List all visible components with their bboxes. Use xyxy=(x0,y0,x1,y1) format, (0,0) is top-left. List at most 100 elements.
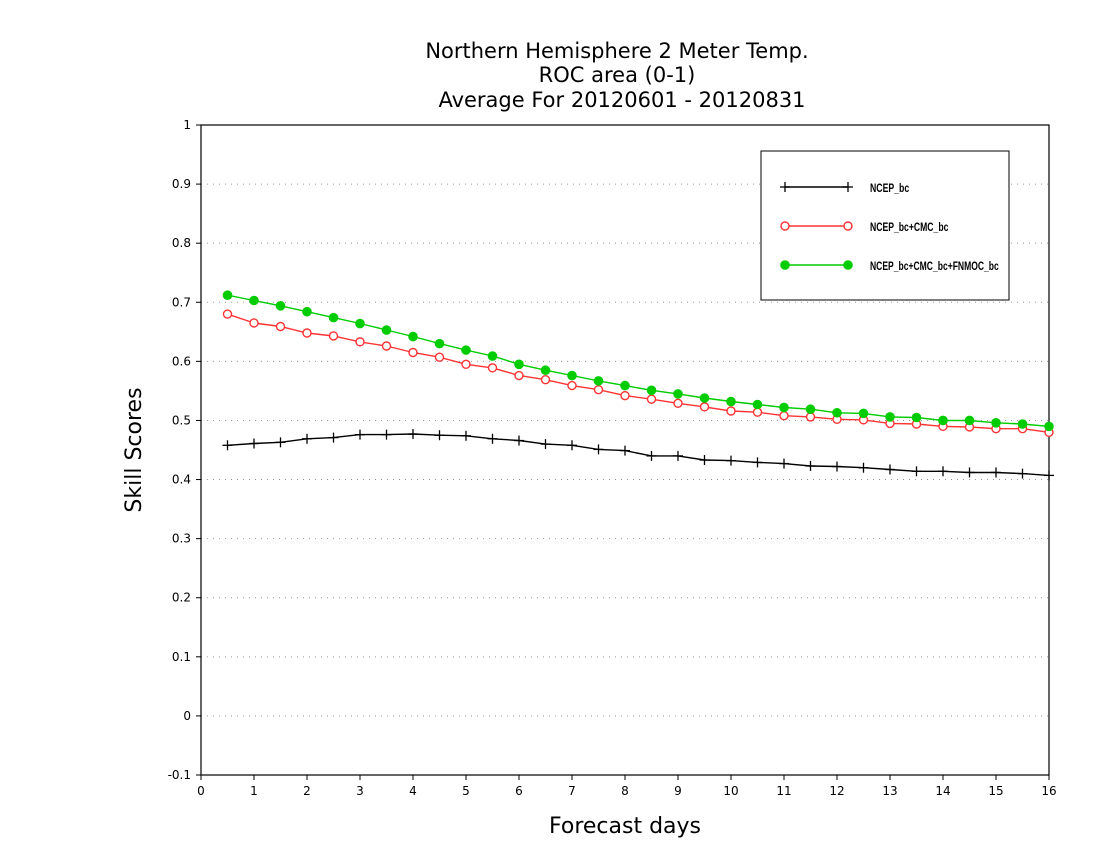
series-2 xyxy=(222,290,1054,432)
y-tick-label: 0 xyxy=(183,709,191,723)
x-tick-label: 8 xyxy=(621,784,629,798)
data-point xyxy=(673,398,683,409)
data-point xyxy=(1044,421,1054,432)
data-point xyxy=(991,418,1001,428)
data-point xyxy=(646,450,657,461)
data-point xyxy=(726,396,736,407)
data-point xyxy=(302,328,312,338)
data-point xyxy=(805,412,816,422)
data-point xyxy=(780,182,790,192)
data-point xyxy=(567,440,577,451)
data-point xyxy=(461,359,471,370)
y-tick-label: 0.4 xyxy=(172,473,191,487)
title-line-2: ROC area (0-1) xyxy=(539,63,696,87)
series-line xyxy=(227,294,1050,428)
data-point xyxy=(964,415,975,426)
data-point xyxy=(540,439,551,450)
x-tick-label: 6 xyxy=(515,784,523,798)
data-point xyxy=(514,435,524,446)
data-point xyxy=(275,437,286,448)
data-point xyxy=(408,429,418,440)
data-point xyxy=(540,365,551,376)
data-point xyxy=(434,352,445,362)
legend: NCEP_bc NCEP_bc+CMC_bc NCEP_bc+CMC_bc+FNMO… xyxy=(760,150,1010,301)
data-point xyxy=(699,402,710,412)
y-tick-label: 0.5 xyxy=(172,413,191,427)
chart-title: Northern Hemisphere 2 Meter Temp. ROC ar… xyxy=(425,39,808,112)
data-point xyxy=(911,412,922,423)
data-point xyxy=(249,438,259,449)
data-point xyxy=(593,385,604,395)
x-tick-label: 16 xyxy=(1041,784,1056,798)
data-point xyxy=(302,433,312,444)
data-point xyxy=(567,370,577,381)
title-line-3: Average For 20120601 - 20120831 xyxy=(438,88,805,112)
series-1 xyxy=(222,309,1054,437)
data-point xyxy=(222,309,233,319)
data-point xyxy=(328,312,339,323)
data-point xyxy=(355,429,365,440)
y-tick-label: 0.1 xyxy=(172,650,191,664)
x-tick-label: 9 xyxy=(674,784,682,798)
data-point xyxy=(514,359,524,370)
data-point xyxy=(487,363,498,373)
data-point xyxy=(726,455,736,466)
data-point xyxy=(381,325,392,335)
data-point xyxy=(461,345,471,355)
legend-entry: NCEP_bc xyxy=(780,181,909,195)
legend-entry: NCEP_bc+CMC_bc xyxy=(780,220,949,234)
data-point xyxy=(832,407,842,418)
data-point xyxy=(991,467,1001,478)
y-tick-label: 1 xyxy=(183,118,191,132)
x-tick-label: 3 xyxy=(356,784,364,798)
data-point xyxy=(355,318,365,329)
data-point xyxy=(434,338,445,349)
data-point xyxy=(911,466,922,477)
data-point xyxy=(646,385,657,396)
series-line xyxy=(227,433,1050,477)
data-point xyxy=(620,445,630,456)
data-point xyxy=(302,306,312,317)
data-point xyxy=(726,406,736,416)
x-tick-label: 13 xyxy=(882,784,897,798)
x-tick-label: 2 xyxy=(303,784,311,798)
data-point xyxy=(858,462,869,473)
data-point xyxy=(434,430,445,441)
data-point xyxy=(1044,470,1054,481)
data-point xyxy=(858,408,869,419)
data-point xyxy=(780,221,790,231)
legend-label: NCEP_bc+CMC_bc+FNMOC_bc xyxy=(870,259,999,273)
x-tick-label: 0 xyxy=(197,784,205,798)
data-point xyxy=(843,260,853,270)
x-tick-label: 14 xyxy=(935,784,950,798)
data-point xyxy=(249,295,259,306)
x-tick-label: 10 xyxy=(723,784,738,798)
data-point xyxy=(964,467,975,478)
title-line-1: Northern Hemisphere 2 Meter Temp. xyxy=(425,39,808,63)
x-axis-ticks: 0 1 2 3 4 5 6 7 8 9 10 11 12 13 14 15 16 xyxy=(197,775,1057,798)
data-point xyxy=(779,411,789,421)
data-point xyxy=(673,389,683,399)
data-point xyxy=(249,318,259,328)
data-point xyxy=(938,415,948,426)
x-tick-label: 4 xyxy=(409,784,417,798)
data-point xyxy=(514,370,524,381)
data-point xyxy=(222,290,233,300)
series-layer xyxy=(222,290,1054,481)
legend-label: NCEP_bc xyxy=(870,181,909,195)
y-tick-label: 0.8 xyxy=(172,236,191,250)
data-point xyxy=(222,440,233,451)
data-point xyxy=(487,351,498,361)
data-point xyxy=(938,466,948,477)
data-point xyxy=(620,390,630,401)
y-tick-label: 0.7 xyxy=(172,295,191,309)
data-point xyxy=(381,341,392,351)
data-point xyxy=(355,337,365,347)
data-point xyxy=(408,331,418,342)
data-point xyxy=(805,404,816,415)
data-point xyxy=(593,444,604,455)
legend-label: NCEP_bc+CMC_bc xyxy=(870,220,949,234)
y-tick-label: 0.6 xyxy=(172,354,191,368)
